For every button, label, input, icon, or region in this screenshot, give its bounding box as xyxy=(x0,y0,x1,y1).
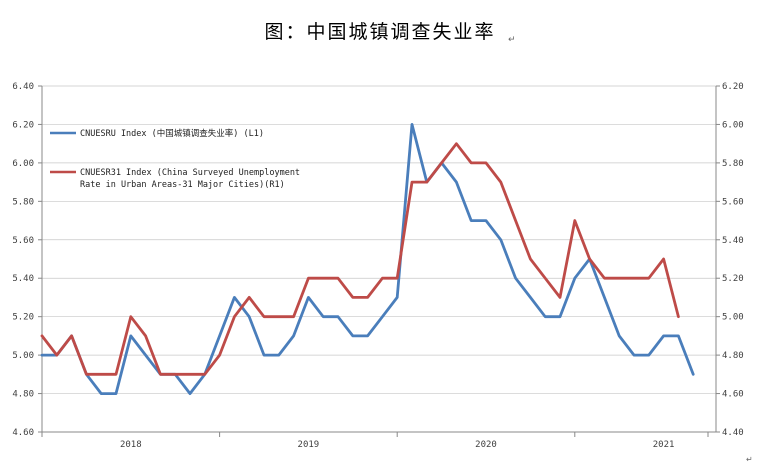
x-tick-label: 2018 xyxy=(120,440,142,450)
left-tick-label: 5.00 xyxy=(12,351,34,361)
legend-label-cnuesru: CNUESRU Index (中国城镇调查失业率) (L1) xyxy=(80,128,264,139)
legend: CNUESRU Index (中国城镇调查失业率) (L1) CNUESR31 … xyxy=(50,128,300,190)
legend-label-cnuesr31-line1: CNUESR31 Index (China Surveyed Unemploym… xyxy=(80,168,300,178)
chart-title: 图：中国城镇调查失业率 xyxy=(264,21,495,43)
left-tick-label: 5.60 xyxy=(12,236,34,246)
x-tick-label: 2020 xyxy=(475,440,497,450)
title-return-mark: ↵ xyxy=(508,35,516,45)
right-tick-label: 4.80 xyxy=(722,351,744,361)
corner-return-mark: ↵ xyxy=(746,455,753,464)
left-tick-label: 4.80 xyxy=(12,390,34,400)
right-tick-label: 5.60 xyxy=(722,197,744,207)
x-tick-label: 2019 xyxy=(298,440,320,450)
right-tick-label: 6.20 xyxy=(722,82,744,92)
right-tick-label: 6.00 xyxy=(722,120,744,130)
series-line-cnuesr31 xyxy=(40,142,680,376)
left-tick-label: 6.00 xyxy=(12,159,34,169)
right-tick-label: 5.40 xyxy=(722,236,744,246)
right-tick-label: 4.40 xyxy=(722,428,744,438)
axes xyxy=(41,86,717,433)
left-tick-label: 5.40 xyxy=(12,274,34,284)
left-tick-label: 4.60 xyxy=(12,428,34,438)
left-axis-ticks: 4.60 4.80 5.00 5.20 5.40 5.60 5.80 6.00 6.20 6.40 xyxy=(12,82,42,438)
left-tick-label: 5.20 xyxy=(12,313,34,323)
legend-label-cnuesr31-line2: Rate in Urban Areas-31 Major Cities)(R1) xyxy=(80,180,285,190)
right-axis-ticks: 4.40 4.60 4.80 5.00 5.20 5.40 5.60 5.80 6.00 6.20 xyxy=(716,82,744,438)
left-tick-label: 6.40 xyxy=(12,82,34,92)
right-tick-label: 5.20 xyxy=(722,274,744,284)
left-tick-label: 6.20 xyxy=(12,120,34,130)
x-tick-label: 2021 xyxy=(653,440,675,450)
series xyxy=(40,123,695,396)
right-tick-label: 5.80 xyxy=(722,159,744,169)
left-tick-label: 5.80 xyxy=(12,197,34,207)
right-tick-label: 4.60 xyxy=(722,390,744,400)
right-tick-label: 5.00 xyxy=(722,313,744,323)
series-line-cnuesru xyxy=(40,123,695,396)
x-axis-ticks: 2018 2019 2020 2021 xyxy=(41,432,709,450)
